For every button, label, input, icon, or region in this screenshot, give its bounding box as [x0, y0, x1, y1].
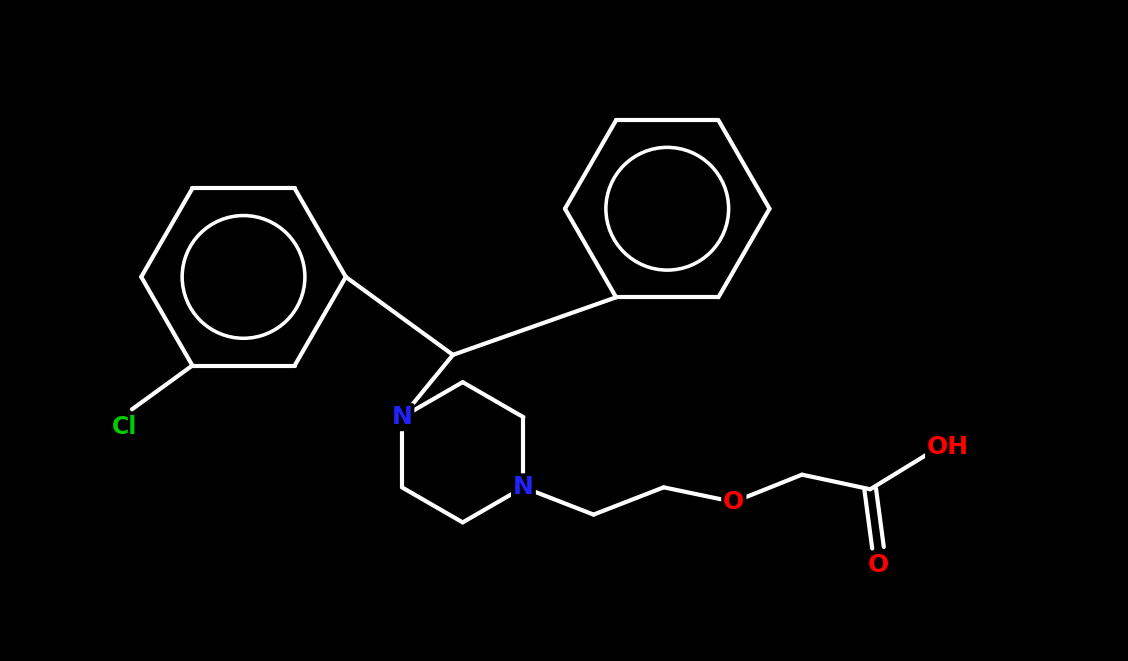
Text: Cl: Cl: [112, 415, 136, 439]
Text: N: N: [391, 405, 413, 429]
Text: O: O: [867, 553, 889, 577]
Text: OH: OH: [927, 436, 969, 459]
Text: N: N: [513, 475, 534, 499]
Text: O: O: [723, 490, 744, 514]
